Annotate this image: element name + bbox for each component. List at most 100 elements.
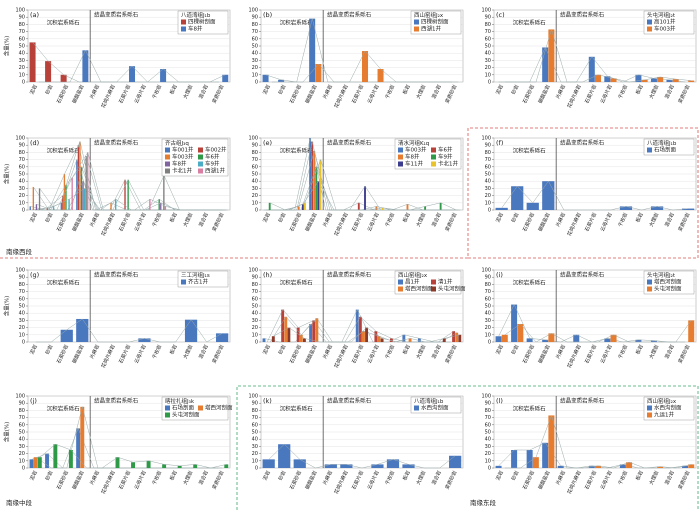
x-tick-label: 云母片岩 (366, 470, 381, 491)
bar (635, 74, 642, 82)
legend-swatch (181, 279, 186, 285)
panel-label: (i) (496, 271, 503, 279)
x-tick-label: 花岗片麻岩 (566, 212, 583, 238)
bar (688, 464, 695, 468)
trend-line (39, 443, 227, 469)
bar (38, 188, 41, 210)
bar (60, 329, 73, 342)
panel-label: (h) (263, 271, 272, 279)
x-tick-label: 变质砂岩 (444, 84, 459, 105)
bar (406, 204, 409, 210)
bar (666, 79, 673, 82)
y-tick-label: 20 (19, 451, 25, 457)
x-tick-label: 片麻岩 (554, 212, 567, 229)
legend-label: 塔西河剖面 (405, 285, 433, 293)
x-tick-label: 泥岩 (261, 212, 272, 224)
bar (657, 76, 664, 82)
x-tick-label: 石英砂岩 (521, 212, 536, 233)
y-tick-label: 80 (19, 408, 25, 414)
bar (548, 415, 555, 468)
y-tick-label: 10 (485, 332, 491, 338)
y-tick-label: 0 (255, 80, 258, 86)
legend-swatch (165, 412, 170, 418)
y-tick-label: 90 (252, 275, 258, 281)
bar (588, 56, 595, 82)
bar (682, 208, 695, 210)
x-tick-label: 云母片岩 (599, 344, 614, 365)
x-tick-label: 石英片岩 (350, 84, 365, 105)
bar (495, 207, 508, 210)
y-tick-label: 60 (252, 164, 258, 170)
x-tick-label: 大理岩 (415, 84, 428, 101)
x-tick-label: 混合岩 (197, 344, 210, 361)
x-tick-label: 板岩 (168, 212, 179, 224)
y-tick-label: 20 (485, 325, 491, 331)
y-tick-label: 0 (488, 80, 491, 86)
legend-swatch (414, 405, 419, 411)
y-tick-label: 0 (255, 340, 258, 346)
group-label: 沉积岩系砾石 (513, 279, 547, 287)
y-tick-label: 30 (19, 58, 25, 64)
x-tick-label: 石英砂岩 (521, 470, 536, 491)
y-tick-label: 80 (19, 150, 25, 156)
x-tick-label: 云母片岩 (599, 470, 614, 491)
legend-label: 车6井 (438, 146, 453, 154)
group-label: 结晶变质岩系砾石 (94, 11, 139, 19)
bar (68, 199, 70, 210)
legend-label: 昌1井 (405, 278, 420, 286)
bar (511, 186, 524, 210)
x-tick-label: 花岗片麻岩 (566, 344, 583, 370)
bar (595, 74, 602, 82)
bar (85, 156, 87, 210)
x-tick-label: 花岗片麻岩 (333, 470, 350, 496)
legend-label: 清1井 (438, 278, 453, 286)
x-tick-label: 泥岩 (494, 84, 505, 96)
group-label: 沉积岩系砾石 (280, 279, 314, 287)
legend-swatch (398, 286, 403, 292)
legend-label: 头屯河剖面 (654, 285, 682, 293)
y-tick-label: 30 (485, 58, 491, 64)
bar (311, 141, 314, 210)
y-tick-label: 70 (485, 29, 491, 35)
y-tick-label: 30 (485, 186, 491, 192)
bar (380, 338, 384, 342)
x-tick-label: 混合岩 (663, 84, 676, 101)
x-tick-label: 变质砂岩 (444, 344, 459, 365)
bar (315, 64, 322, 82)
bar (162, 464, 167, 468)
y-tick-label: 40 (252, 437, 258, 443)
legend-label: 卡北1井 (172, 167, 192, 175)
x-tick-label: 碳酸盐岩 (537, 212, 552, 233)
x-tick-label: 碳酸盐岩 (71, 470, 86, 491)
bar (511, 450, 518, 468)
legend-swatch (431, 279, 436, 285)
x-tick-label: 云母片岩 (133, 344, 148, 365)
bar (374, 331, 378, 342)
bar (542, 339, 549, 342)
y-tick-label: 10 (19, 72, 25, 78)
y-tick-label: 80 (252, 282, 258, 288)
y-tick-label: 60 (252, 296, 258, 302)
legend-swatch (198, 154, 203, 160)
x-tick-label: 石英砂岩 (288, 470, 303, 491)
bar (163, 175, 165, 210)
legend-title: 西山窑组J₂x (398, 271, 428, 279)
bar (29, 42, 36, 82)
y-tick-label: 100 (15, 8, 25, 14)
x-tick-label: 花岗片麻岩 (100, 84, 117, 110)
legend-swatch (414, 26, 419, 32)
trend-line (35, 318, 223, 343)
x-tick-label: 云母片岩 (599, 212, 614, 233)
bar (548, 29, 555, 82)
bar (319, 159, 322, 210)
y-tick-label: 60 (485, 296, 491, 302)
group-label: 结晶变质岩系砾石 (327, 139, 372, 147)
legend-box (643, 138, 695, 156)
bar (115, 457, 120, 468)
y-tick-label: 20 (485, 451, 491, 457)
legend-swatch (647, 405, 652, 411)
x-tick-label: 石英片岩 (117, 84, 132, 105)
x-tick-label: 石英片岩 (583, 212, 598, 233)
x-tick-label: 砂岩 (44, 470, 55, 482)
x-tick-label: 大理岩 (415, 344, 428, 361)
